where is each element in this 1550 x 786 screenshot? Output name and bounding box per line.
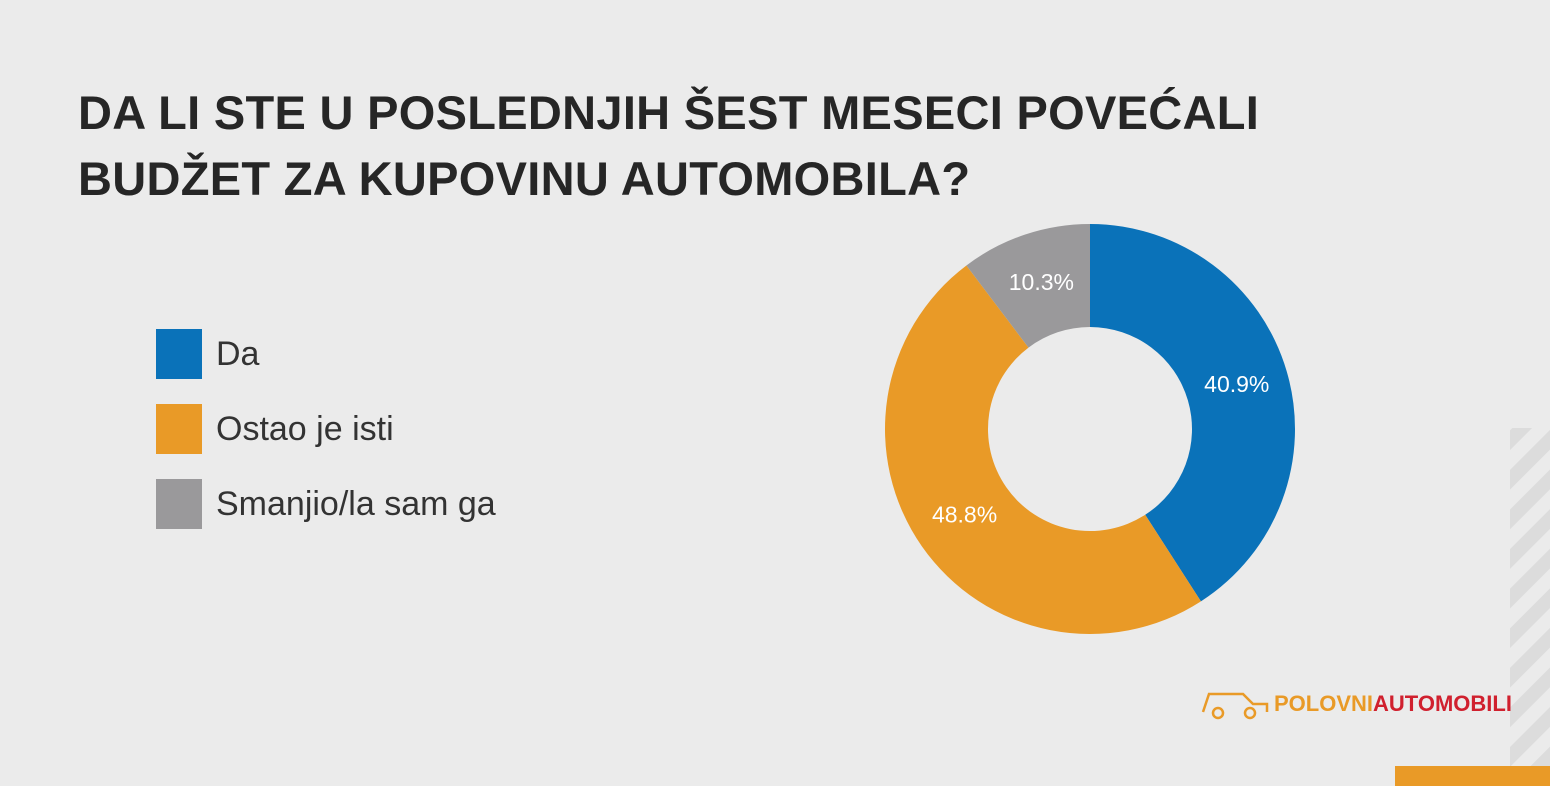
slice-label: 40.9% bbox=[1204, 371, 1269, 397]
logo-wheel bbox=[1243, 706, 1257, 720]
brand-part: POLOVNI bbox=[1274, 691, 1373, 716]
logo-wheel bbox=[1211, 706, 1225, 720]
chart-title: DA LI STE U POSLEDNJIH ŠEST MESECI POVEĆ… bbox=[78, 86, 1260, 205]
legend-swatch bbox=[156, 404, 202, 454]
logo-car bbox=[1201, 692, 1269, 713]
slice-label: 10.3% bbox=[1009, 269, 1074, 295]
brand-text: POLOVNIAUTOMOBILI bbox=[1274, 691, 1512, 716]
legend-swatch bbox=[156, 329, 202, 379]
donut-slice bbox=[966, 224, 1090, 348]
legend-label: Da bbox=[216, 335, 260, 373]
brand-logo: POLOVNIAUTOMOBILI bbox=[1201, 691, 1512, 720]
donut-slice bbox=[1090, 224, 1295, 602]
slice-label: 48.8% bbox=[932, 502, 997, 528]
legend-label: Smanjio/la sam ga bbox=[216, 485, 496, 523]
donut-slice bbox=[885, 265, 1201, 635]
decor-bar bbox=[1395, 766, 1550, 786]
legend-label: Ostao je isti bbox=[216, 410, 394, 448]
brand-part: AUTOMOBILI bbox=[1373, 691, 1512, 716]
decor-stripes bbox=[1510, 428, 1550, 768]
legend-swatch bbox=[156, 479, 202, 529]
